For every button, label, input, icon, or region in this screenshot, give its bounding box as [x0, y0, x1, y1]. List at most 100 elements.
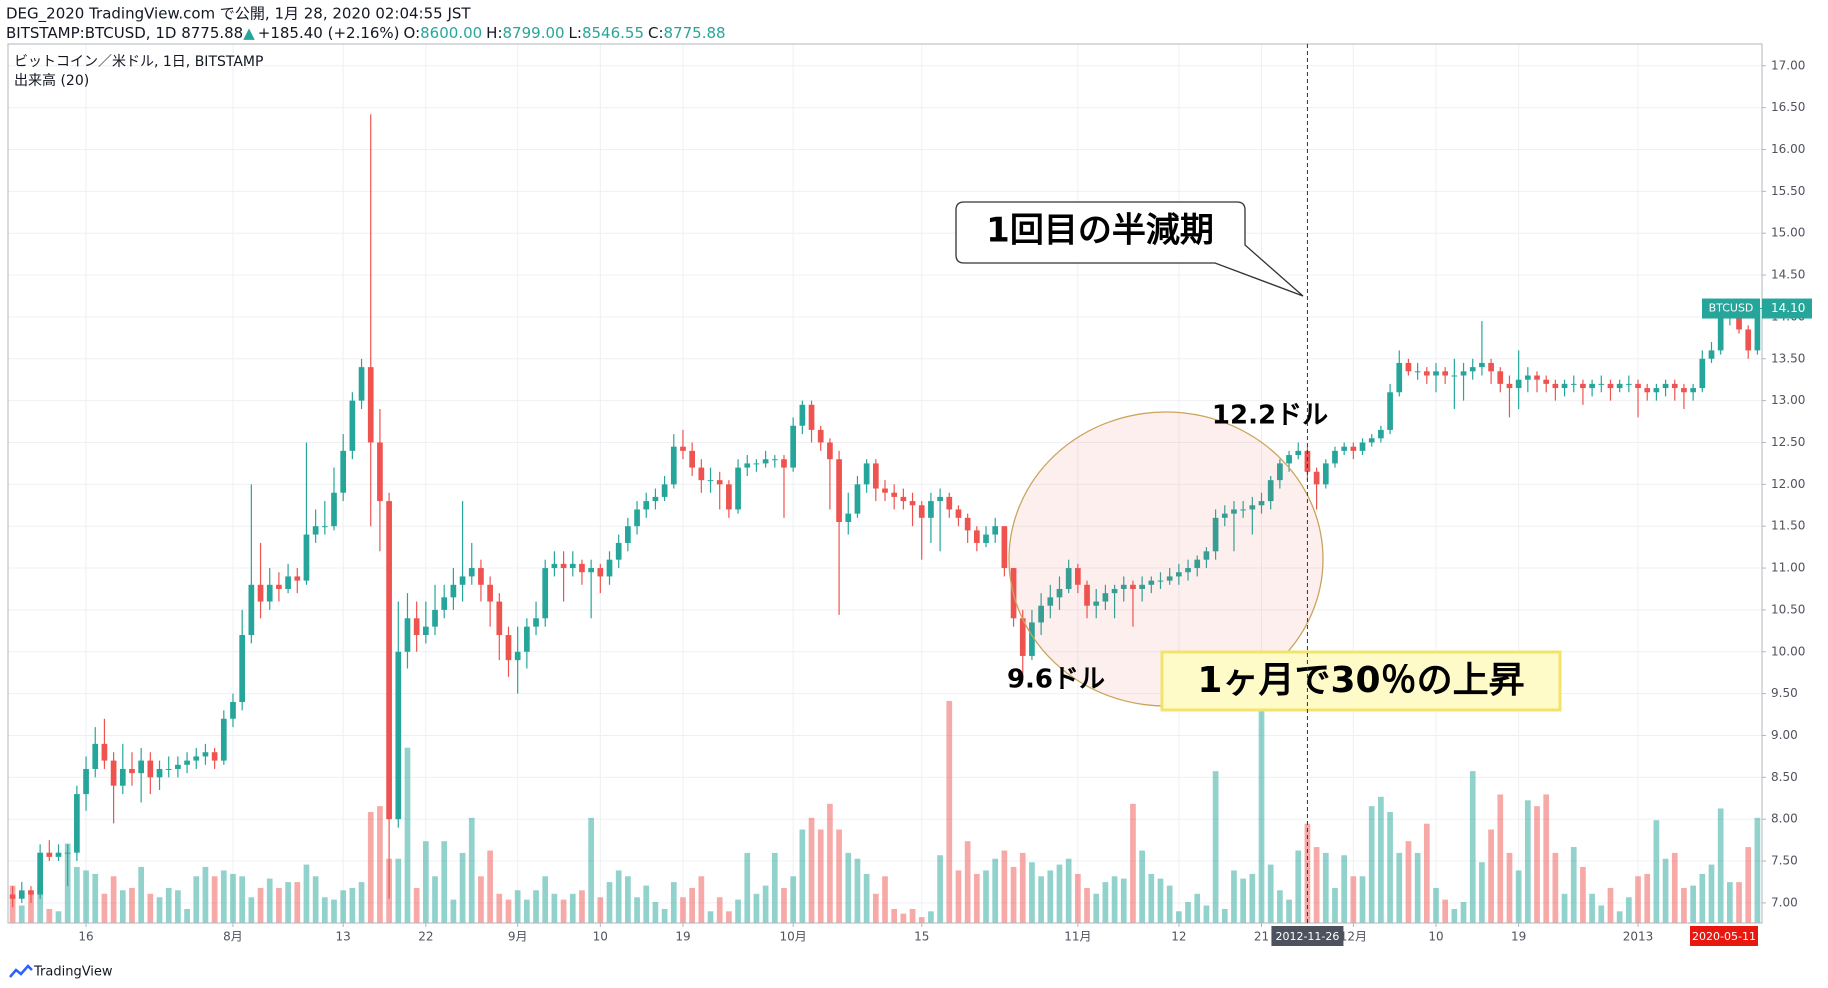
- legend-volume: 出来高 (20): [14, 72, 89, 89]
- candle-body: [1111, 588, 1118, 594]
- candle-body: [37, 852, 43, 895]
- volume-bar: [1488, 829, 1494, 923]
- candle-body: [744, 463, 751, 468]
- volume-bar: [1745, 847, 1752, 923]
- volume-bar: [872, 893, 879, 923]
- volume-bar: [349, 887, 356, 923]
- candle-body: [422, 626, 429, 636]
- candle-body: [625, 526, 631, 543]
- y-tick-label: 14.50: [1771, 268, 1805, 282]
- candle-body: [413, 618, 420, 636]
- candle-body: [1616, 383, 1623, 389]
- volume-bar: [1368, 806, 1375, 923]
- volume-bar: [735, 899, 741, 923]
- candle-body: [46, 852, 53, 857]
- candle-body: [1148, 580, 1155, 585]
- candle-body: [790, 425, 797, 468]
- volume-bar: [983, 870, 989, 923]
- candle-body: [1396, 362, 1403, 393]
- symbol: BITSTAMP:BTCUSD, 1D 8775.88: [6, 24, 243, 42]
- candle-body: [1212, 517, 1219, 552]
- volume-bar: [1616, 911, 1623, 923]
- candle-body: [1267, 480, 1274, 502]
- candle-body: [643, 501, 650, 510]
- volume-bar: [625, 876, 631, 923]
- y-tick-label: 9.00: [1771, 728, 1798, 742]
- volume-bar: [781, 887, 787, 923]
- volume-bar: [524, 899, 530, 923]
- y-tick-label: 16.50: [1771, 100, 1805, 114]
- volume-bar: [1010, 866, 1017, 923]
- volume-bar: [1231, 870, 1237, 923]
- candle-body: [129, 768, 135, 774]
- candle-body: [946, 496, 953, 510]
- volume-bar: [1580, 866, 1586, 923]
- volume-bar: [707, 911, 714, 923]
- volume-bar: [1681, 887, 1687, 923]
- volume-bar: [175, 890, 181, 923]
- candle-body: [1488, 362, 1494, 372]
- volume-bar: [1387, 812, 1393, 923]
- volume-bar: [395, 858, 402, 923]
- candle-body: [992, 526, 999, 535]
- ohlc-value: 8546.55: [582, 24, 644, 42]
- ohlc-value: 8600.00: [420, 24, 482, 42]
- candle-body: [1506, 383, 1513, 389]
- x-tick-label: 10月: [780, 930, 807, 944]
- candle-body: [294, 576, 301, 581]
- candle-body: [1460, 371, 1467, 376]
- candle-body: [680, 446, 686, 451]
- volume-bar: [129, 887, 135, 923]
- candle-body: [634, 509, 640, 527]
- volume-bar: [1423, 823, 1430, 923]
- candle-body: [1130, 584, 1136, 589]
- volume-bar: [680, 897, 686, 923]
- candle-body: [1598, 383, 1605, 385]
- volume-bar: [891, 908, 898, 923]
- candle-body: [1286, 455, 1292, 464]
- volume-bar: [579, 890, 585, 923]
- volume-bar: [1433, 887, 1439, 923]
- up-arrow: ▲: [243, 24, 255, 42]
- candle-body: [1056, 588, 1063, 598]
- volume-bar: [377, 806, 383, 923]
- candle-body: [285, 576, 291, 589]
- volume-bar: [1552, 852, 1559, 923]
- callout-text: 1回目の半減期: [986, 211, 1214, 251]
- candle-body: [1653, 388, 1660, 393]
- volume-bar: [973, 873, 980, 923]
- frame: [7, 43, 1763, 924]
- x-tick-label: 19: [675, 930, 690, 944]
- volume-bar: [1258, 701, 1265, 923]
- candle-body: [689, 450, 695, 468]
- candle-body: [1681, 388, 1687, 393]
- candle-body: [92, 743, 99, 769]
- volume-bar: [331, 899, 337, 923]
- volume-bar: [110, 876, 117, 923]
- header-line: DEG_2020 TradingView.com で公開, 1月 28, 202…: [6, 5, 471, 24]
- x-tick-label: 10: [593, 930, 608, 944]
- candle-body: [119, 768, 126, 786]
- y-tick-label: 13.00: [1771, 393, 1805, 407]
- volume-bar: [1240, 878, 1246, 923]
- volume-bar: [1497, 794, 1504, 923]
- y-tick-label: 16.00: [1771, 142, 1805, 156]
- candle-body: [1102, 593, 1109, 602]
- last-price-box: [1762, 298, 1812, 319]
- volume-bar: [808, 817, 815, 923]
- volume-bar: [422, 841, 429, 923]
- candle-body: [505, 635, 512, 661]
- volume-bar: [92, 873, 99, 923]
- volume-bar: [1350, 876, 1357, 923]
- candle-body: [165, 768, 172, 770]
- volume-bar: [496, 893, 503, 923]
- candle-body: [358, 367, 365, 401]
- volume-bar: [1029, 862, 1035, 923]
- candle-body: [1451, 375, 1458, 377]
- volume-bar: [726, 911, 732, 923]
- volume-bar: [1717, 808, 1724, 923]
- candle-body: [1304, 450, 1311, 472]
- volume-bar: [1671, 852, 1678, 923]
- volume-bar: [1166, 885, 1173, 923]
- candle-body: [1469, 367, 1476, 372]
